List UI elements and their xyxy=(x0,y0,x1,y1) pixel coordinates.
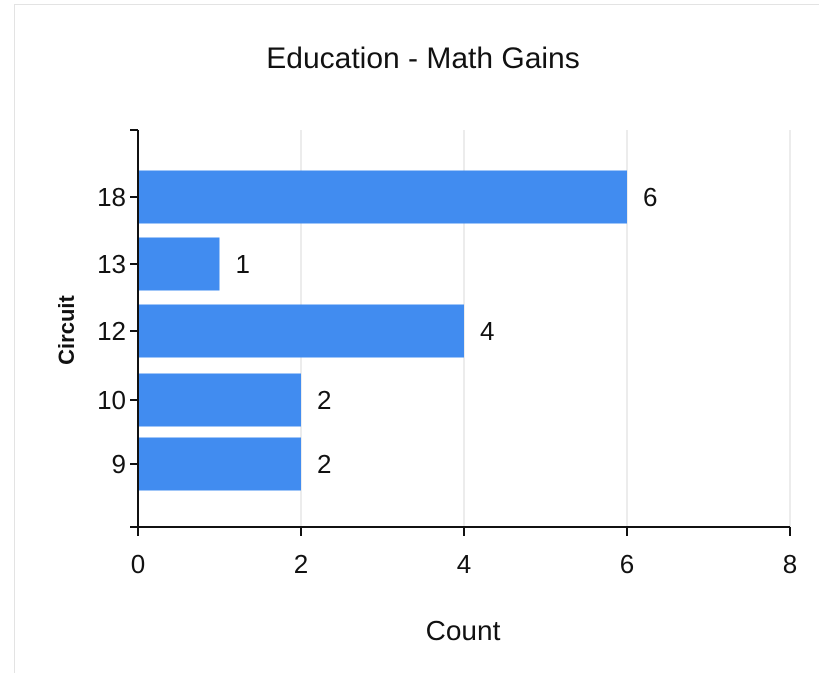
bar xyxy=(138,437,301,491)
x-tick-label: 8 xyxy=(783,549,797,579)
y-tick-label: 18 xyxy=(97,182,126,212)
x-tick-label: 2 xyxy=(294,549,308,579)
data-label: 2 xyxy=(317,449,331,479)
y-tick-label: 10 xyxy=(97,385,126,415)
y-axis-title: Circuit xyxy=(54,294,79,364)
x-tick-label: 6 xyxy=(620,549,634,579)
y-tick-label: 12 xyxy=(97,316,126,346)
y-tick-label: 13 xyxy=(97,249,126,279)
bar xyxy=(138,304,464,358)
y-tick-label: 9 xyxy=(112,449,126,479)
chart-title: Education - Math Gains xyxy=(266,42,580,75)
data-label: 6 xyxy=(643,182,657,212)
data-labels: 6 1 4 2 2 xyxy=(236,182,658,479)
data-label: 4 xyxy=(480,316,494,346)
y-ticks: 18 13 12 10 9 xyxy=(97,182,138,479)
bar xyxy=(138,237,220,291)
x-tick-label: 4 xyxy=(457,549,471,579)
data-label: 2 xyxy=(317,385,331,415)
x-ticks: 0 2 4 6 8 xyxy=(131,527,797,579)
bar xyxy=(138,373,301,427)
x-axis-title: Count xyxy=(426,615,501,646)
x-tick-label: 0 xyxy=(131,549,145,579)
bar xyxy=(138,170,627,224)
bars xyxy=(138,170,627,491)
data-label: 1 xyxy=(236,249,250,279)
